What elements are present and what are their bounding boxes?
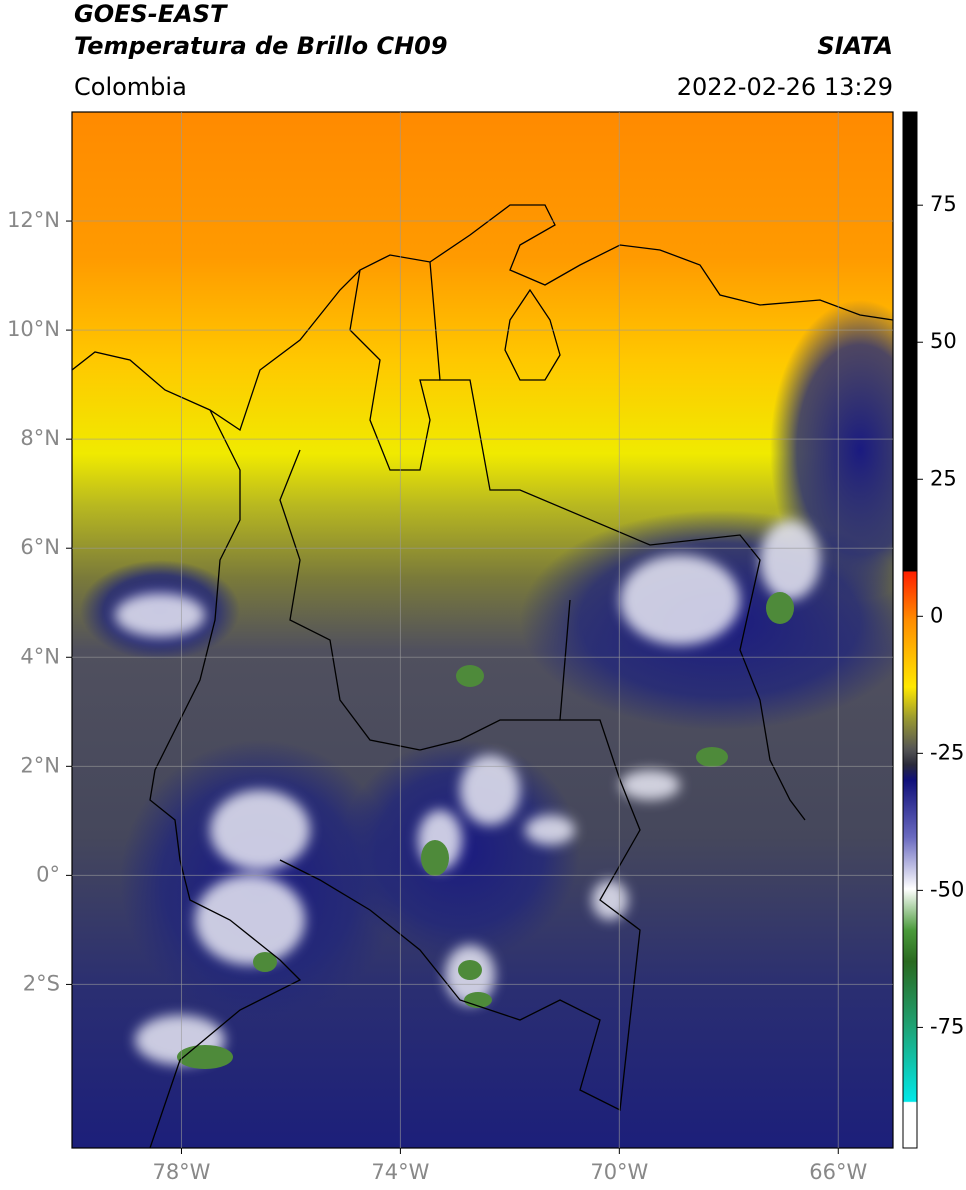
y-tick-label: 12°N bbox=[7, 208, 60, 232]
colorbar-tick-label: -25 bbox=[930, 740, 964, 764]
colorbar-tick-label: 25 bbox=[930, 466, 957, 490]
map-frame bbox=[71, 111, 894, 1149]
y-tick-label: 4°N bbox=[20, 644, 60, 668]
colorbar-tick-label: 50 bbox=[930, 329, 957, 353]
datetime: 2022-02-26 13:29 bbox=[677, 73, 893, 101]
colorbar-tick-label: 0 bbox=[930, 603, 943, 627]
region: Colombia bbox=[74, 73, 187, 101]
title: GOES-EAST bbox=[74, 0, 228, 28]
subtitle: Temperatura de Brillo CH09 bbox=[74, 32, 448, 60]
y-tick-label: 10°N bbox=[7, 317, 60, 341]
x-tick-label: 74°W bbox=[371, 1160, 429, 1184]
colorbar-tick-label: -75 bbox=[930, 1014, 964, 1038]
colorbar-tick-label: 75 bbox=[930, 192, 957, 216]
x-tick-label: 78°W bbox=[152, 1160, 210, 1184]
colorbar-tick-label: -50 bbox=[930, 877, 964, 901]
agency: SIATA bbox=[817, 32, 893, 60]
y-tick-label: 6°N bbox=[20, 535, 60, 559]
y-tick-label: 8°N bbox=[20, 426, 60, 450]
x-tick-label: 66°W bbox=[809, 1160, 867, 1184]
y-tick-label: 2°S bbox=[23, 971, 60, 995]
x-tick-label: 70°W bbox=[590, 1160, 648, 1184]
y-tick-label: 0° bbox=[36, 862, 60, 886]
y-tick-label: 2°N bbox=[20, 753, 60, 777]
colorbar bbox=[902, 111, 918, 1149]
satellite-image bbox=[72, 112, 893, 1148]
